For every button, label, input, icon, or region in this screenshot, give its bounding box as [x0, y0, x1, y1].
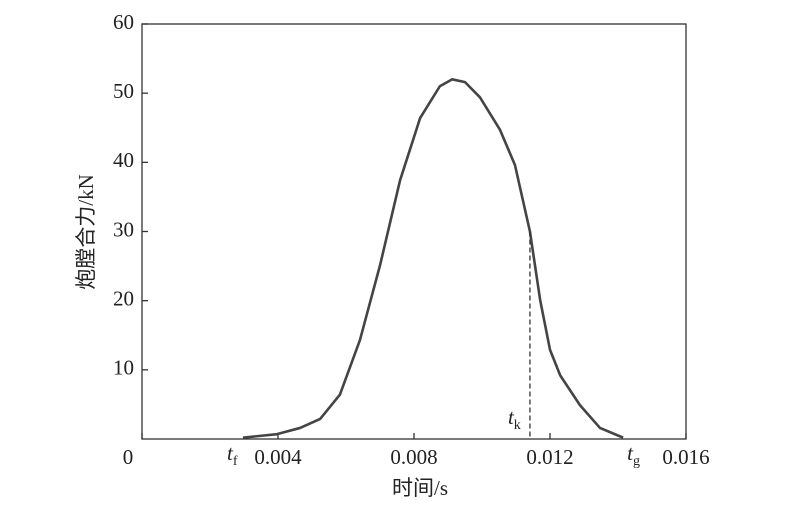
x-tick-label: 0.016 [662, 445, 709, 469]
annotation-subscript: k [514, 418, 521, 433]
annotation: tf [227, 441, 238, 469]
x-axis-label: 时间/s [392, 476, 448, 500]
y-tick-label: 50 [113, 79, 134, 103]
y-tick-label: 40 [113, 148, 134, 172]
y-tick-label: 10 [113, 356, 134, 380]
data-line [242, 78, 624, 439]
annotation-text: t [627, 441, 634, 465]
y-tick-label: 30 [113, 217, 134, 241]
annotation-subscript: f [233, 454, 238, 469]
y-tick-label: 60 [113, 10, 134, 34]
x-tick-label: 0 [123, 445, 134, 469]
x-tick-label: 0.008 [390, 445, 437, 469]
x-tick-label: 0.004 [254, 445, 302, 469]
x-tick-label: 0.012 [526, 445, 573, 469]
annotation-text: t [508, 405, 515, 429]
annotation: tk [508, 405, 521, 433]
y-axis-label: 炮膛合力/kN [74, 174, 98, 290]
annotation: tg [627, 441, 640, 469]
y-tick-label: 20 [113, 286, 134, 310]
plot-frame [141, 23, 687, 440]
annotation-subscript: g [633, 454, 640, 469]
annotation-text: t [227, 441, 234, 465]
